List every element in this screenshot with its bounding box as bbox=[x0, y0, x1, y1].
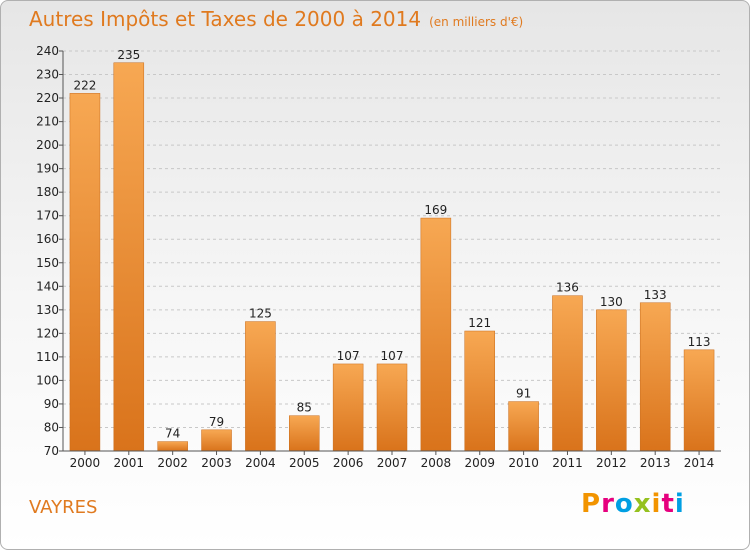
bar bbox=[596, 309, 627, 452]
chart-title: Autres Impôts et Taxes de 2000 à 2014 (en… bbox=[29, 7, 523, 31]
x-tick-label: 2013 bbox=[640, 456, 671, 470]
bar bbox=[376, 363, 408, 452]
data-label: 107 bbox=[337, 349, 360, 363]
bar bbox=[201, 429, 232, 452]
data-label: 107 bbox=[381, 349, 404, 363]
x-tick-label: 2007 bbox=[377, 456, 408, 470]
bar bbox=[420, 217, 452, 452]
chart-title-text: Autres Impôts et Taxes de 2000 à 2014 bbox=[29, 7, 422, 31]
bar bbox=[639, 302, 671, 452]
y-tick-label: 80 bbox=[44, 420, 59, 434]
bar bbox=[332, 363, 364, 452]
y-tick-label: 180 bbox=[36, 185, 59, 199]
data-label: 79 bbox=[209, 415, 224, 429]
y-tick-label: 170 bbox=[36, 209, 59, 223]
logo-letter: i bbox=[674, 489, 685, 519]
logo-letter: o bbox=[614, 489, 634, 519]
y-tick-label: 70 bbox=[44, 444, 59, 458]
x-tick-label: 2006 bbox=[333, 456, 364, 470]
x-tick-label: 2011 bbox=[552, 456, 583, 470]
y-tick-label: 190 bbox=[36, 162, 59, 176]
data-label: 222 bbox=[73, 78, 96, 92]
x-tick-label: 2002 bbox=[157, 456, 188, 470]
y-tick-label: 110 bbox=[36, 350, 59, 364]
y-tick-label: 220 bbox=[36, 91, 59, 105]
x-tick-label: 2008 bbox=[421, 456, 452, 470]
bar bbox=[464, 330, 495, 452]
x-tick-label: 2003 bbox=[201, 456, 232, 470]
bar bbox=[113, 62, 145, 452]
logo-letter: r bbox=[601, 489, 615, 519]
data-label: 113 bbox=[688, 335, 711, 349]
axes: 7080901001101201301401501601701801902002… bbox=[36, 44, 721, 470]
x-tick-label: 2000 bbox=[70, 456, 101, 470]
y-tick-label: 240 bbox=[36, 44, 59, 58]
chart-subtitle: (en milliers d'€) bbox=[429, 15, 524, 29]
data-label: 74 bbox=[165, 427, 180, 441]
logo-letter: t bbox=[661, 489, 675, 519]
x-tick-label: 2014 bbox=[684, 456, 715, 470]
proxiti-logo: Proxiti bbox=[581, 489, 685, 519]
data-label: 169 bbox=[424, 203, 447, 217]
y-tick-label: 160 bbox=[36, 232, 59, 246]
data-label: 121 bbox=[468, 316, 491, 330]
y-tick-label: 230 bbox=[36, 68, 59, 82]
data-label: 91 bbox=[516, 387, 531, 401]
data-label: 235 bbox=[117, 48, 140, 62]
y-tick-label: 120 bbox=[36, 326, 59, 340]
data-labels: 222 235 74 79 125 85 107 107 169 121 91 136 130 133 11… bbox=[73, 48, 710, 441]
y-tick-label: 200 bbox=[36, 138, 59, 152]
bars bbox=[69, 62, 715, 452]
data-label: 130 bbox=[600, 295, 623, 309]
bar bbox=[508, 401, 539, 452]
bar bbox=[552, 295, 583, 452]
data-label: 133 bbox=[644, 288, 667, 302]
bar bbox=[69, 93, 101, 452]
bar bbox=[683, 349, 715, 452]
bar bbox=[289, 415, 320, 452]
y-tick-label: 150 bbox=[36, 256, 59, 270]
x-tick-label: 2004 bbox=[245, 456, 276, 470]
y-tick-label: 140 bbox=[36, 279, 59, 293]
data-label: 85 bbox=[297, 401, 312, 415]
y-tick-label: 210 bbox=[36, 115, 59, 129]
x-tick-label: 2010 bbox=[508, 456, 539, 470]
logo-letter: x bbox=[633, 489, 652, 519]
x-tick-label: 2005 bbox=[289, 456, 320, 470]
place-name: VAYRES bbox=[29, 497, 98, 518]
logo-letter: P bbox=[581, 489, 602, 519]
y-tick-label: 100 bbox=[36, 373, 59, 387]
x-tick-label: 2012 bbox=[596, 456, 627, 470]
y-tick-label: 90 bbox=[44, 397, 59, 411]
x-tick-label: 2001 bbox=[114, 456, 145, 470]
data-label: 125 bbox=[249, 307, 272, 321]
logo-letter: i bbox=[651, 489, 662, 519]
x-tick-label: 2009 bbox=[464, 456, 495, 470]
bar bbox=[157, 441, 188, 452]
data-label: 136 bbox=[556, 281, 579, 295]
bar bbox=[245, 321, 276, 452]
y-tick-label: 130 bbox=[36, 303, 59, 317]
